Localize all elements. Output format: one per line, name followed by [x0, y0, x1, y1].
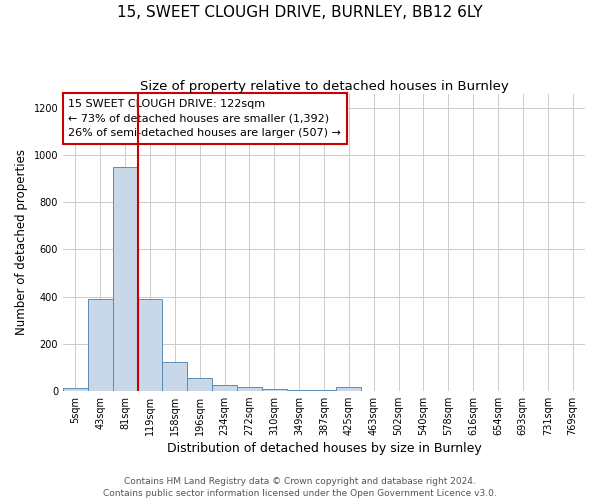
Bar: [163, 362, 187, 390]
Bar: [337, 387, 361, 390]
Text: 15, SWEET CLOUGH DRIVE, BURNLEY, BB12 6LY: 15, SWEET CLOUGH DRIVE, BURNLEY, BB12 6L…: [117, 5, 483, 20]
Bar: [88, 299, 113, 390]
Bar: [113, 167, 137, 390]
Bar: [63, 388, 88, 390]
Text: 15 SWEET CLOUGH DRIVE: 122sqm
← 73% of detached houses are smaller (1,392)
26% o: 15 SWEET CLOUGH DRIVE: 122sqm ← 73% of d…: [68, 98, 341, 138]
Bar: [262, 389, 287, 390]
Bar: [212, 385, 237, 390]
Bar: [137, 299, 163, 390]
Text: Contains HM Land Registry data © Crown copyright and database right 2024.
Contai: Contains HM Land Registry data © Crown c…: [103, 476, 497, 498]
Bar: [237, 387, 262, 390]
Bar: [187, 378, 212, 390]
Y-axis label: Number of detached properties: Number of detached properties: [15, 150, 28, 336]
X-axis label: Distribution of detached houses by size in Burnley: Distribution of detached houses by size …: [167, 442, 481, 455]
Title: Size of property relative to detached houses in Burnley: Size of property relative to detached ho…: [140, 80, 508, 93]
